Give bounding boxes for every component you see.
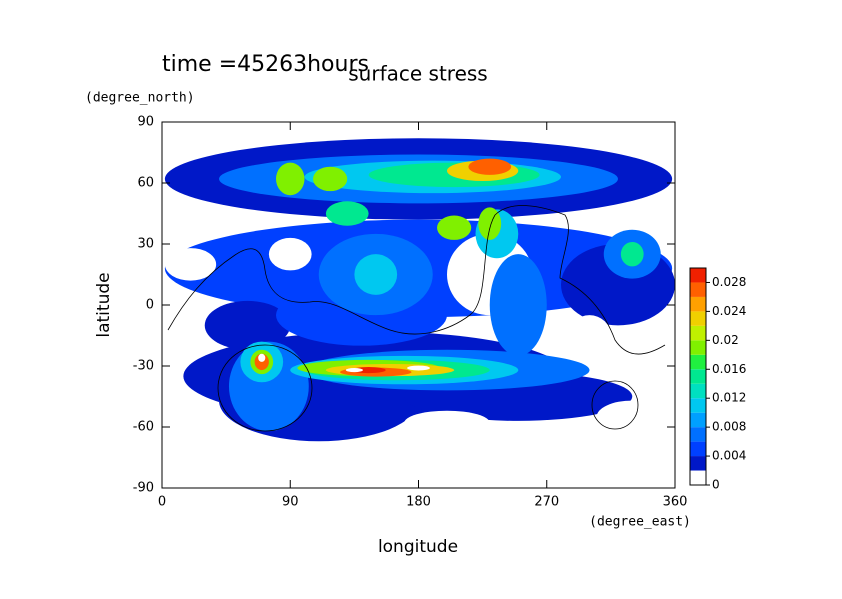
coastline bbox=[167, 205, 666, 355]
colorbar-tick-label: 0.028 bbox=[712, 275, 746, 289]
contour-region bbox=[276, 162, 305, 196]
colorbar-tick-label: 0.024 bbox=[712, 304, 746, 318]
contour-region bbox=[354, 254, 398, 295]
x-tick-label: 360 bbox=[663, 495, 688, 510]
contour-region bbox=[407, 365, 430, 371]
y-tick-label: -30 bbox=[133, 359, 154, 374]
y-tick-label: 90 bbox=[137, 115, 154, 130]
colorbar-segment bbox=[690, 354, 706, 370]
colorbar-segment bbox=[690, 441, 706, 457]
y-tick-label: -90 bbox=[133, 481, 154, 496]
y-tick-label: 0 bbox=[146, 298, 154, 313]
colorbar-frame bbox=[689, 267, 707, 486]
y-tick-label: 60 bbox=[137, 176, 154, 191]
x-tick-label: 270 bbox=[534, 495, 559, 510]
x-tick-label: 0 bbox=[158, 495, 166, 510]
colorbar-tick-label: 0.012 bbox=[712, 391, 746, 405]
contour-region bbox=[162, 396, 198, 458]
colorbar-segment bbox=[690, 296, 706, 312]
contour-region bbox=[568, 315, 611, 356]
x-tick-label: 90 bbox=[282, 495, 299, 510]
contour-region bbox=[164, 248, 217, 281]
colorbar-tick-label: 0.016 bbox=[712, 362, 746, 376]
colorbar-segment bbox=[690, 311, 706, 326]
contour-region bbox=[325, 201, 369, 226]
y-units: (degree_north) bbox=[85, 91, 195, 106]
y-tick-label: 30 bbox=[137, 237, 154, 252]
x-units: (degree_east) bbox=[589, 515, 691, 530]
colorbar-segment bbox=[690, 325, 706, 341]
colorbar-segment bbox=[690, 340, 706, 355]
colorbar-tick-label: 0.02 bbox=[712, 333, 739, 347]
y-axis-label: latitude bbox=[94, 272, 114, 337]
colorbar-segment bbox=[690, 470, 706, 485]
colorbar-tick-label: 0 bbox=[712, 478, 720, 492]
chart-title: surface stress bbox=[348, 62, 487, 86]
colorbar-segment bbox=[690, 383, 706, 399]
contour-region bbox=[351, 367, 386, 374]
contour-region bbox=[489, 254, 547, 356]
coastline bbox=[217, 344, 313, 432]
colorbar-tick-label: 0.008 bbox=[712, 420, 746, 434]
contour-region bbox=[345, 368, 363, 373]
colorbar-segment bbox=[690, 427, 706, 442]
x-tick-label: 180 bbox=[406, 495, 431, 510]
colorbar-segment bbox=[690, 282, 706, 297]
colorbar-segment bbox=[690, 398, 706, 413]
contour-field bbox=[162, 138, 675, 458]
contour-region bbox=[404, 410, 490, 436]
contour-region bbox=[596, 400, 668, 434]
colorbar-segment bbox=[690, 456, 706, 471]
contour-region bbox=[204, 300, 291, 350]
contour-region bbox=[468, 158, 512, 175]
contour-region bbox=[620, 241, 644, 267]
contour-region bbox=[313, 166, 348, 192]
contour-region bbox=[268, 237, 312, 271]
x-axis-label: longitude bbox=[378, 537, 458, 557]
contour-region bbox=[478, 207, 502, 240]
colorbar-segment bbox=[690, 369, 706, 384]
subtitle: time =45263hours bbox=[162, 52, 369, 77]
contour-region bbox=[258, 353, 266, 362]
coastline bbox=[591, 380, 639, 430]
colorbar-segment bbox=[690, 268, 706, 283]
y-tick-label: -60 bbox=[133, 420, 154, 435]
colorbar-segment bbox=[690, 412, 706, 428]
contour-region bbox=[437, 215, 472, 240]
colorbar-tick-label: 0.004 bbox=[712, 449, 746, 463]
